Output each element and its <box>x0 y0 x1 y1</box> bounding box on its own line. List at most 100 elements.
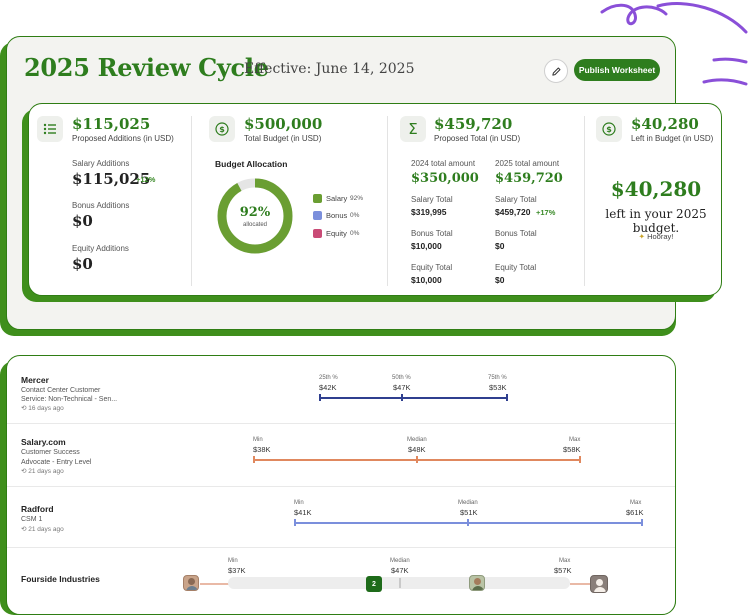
list-icon <box>37 116 63 142</box>
tick-label: Min <box>294 500 304 506</box>
employee-cluster-badge[interactable]: 2 <box>366 576 382 592</box>
history-icon: ⟲ <box>21 525 27 533</box>
tick-value: $47K <box>391 566 409 575</box>
tick-value: $51K <box>460 508 478 517</box>
benchmark-age-text: 21 days ago <box>28 468 64 475</box>
dollar-icon: $ <box>596 116 622 142</box>
proposed-additions-label: Proposed Additions (in USD) <box>72 134 174 143</box>
donut-salary-arc <box>217 178 293 254</box>
employee-avatar[interactable] <box>590 575 608 593</box>
benchmark-name: Fourside Industries <box>21 574 100 584</box>
legend-bonus-pct: 0% <box>350 212 360 219</box>
left-in-budget-message: left in your 2025 budget. <box>605 207 707 235</box>
benchmark-name: Salary.com <box>21 437 66 447</box>
tick-label: Median <box>407 437 427 443</box>
equity-additions-value: $0 <box>72 255 93 273</box>
left-in-budget-value: $40,280 <box>631 115 699 133</box>
total-2025-header: 2025 total amount <box>495 159 560 168</box>
legend-bonus: Bonus <box>326 211 348 220</box>
benchmark-age-text: 16 days ago <box>28 405 64 412</box>
tick-value: $61K <box>626 508 644 517</box>
decorative-squiggle <box>600 2 748 86</box>
range-tick <box>416 456 418 463</box>
pencil-icon <box>551 67 560 76</box>
legend-swatch-equity <box>313 229 322 238</box>
range-tick <box>401 394 403 401</box>
range-bar <box>295 522 642 524</box>
row-divider <box>7 547 675 548</box>
proposed-total-label: Proposed Total (in USD) <box>434 134 521 143</box>
total-2024-value: $350,000 <box>411 171 479 186</box>
tick-label: 25th % <box>319 375 338 381</box>
tick-value: $41K <box>294 508 312 517</box>
tick-label: 50th % <box>392 375 411 381</box>
bonus-total-2025-value: $0 <box>495 241 505 251</box>
benchmark-role-detail: Service: Non-Technical - Sen... <box>21 396 118 403</box>
tick-label: Max <box>569 437 581 443</box>
salary-additions-label: Salary Additions <box>72 159 130 168</box>
divider <box>387 116 388 286</box>
range-tick <box>294 519 296 526</box>
tick-label: 75th % <box>488 375 507 381</box>
tick-value: $38K <box>253 445 271 454</box>
sigma-icon: Σ <box>400 116 426 142</box>
range-tick <box>579 456 581 463</box>
range-tick <box>253 456 255 463</box>
tick-value: $47K <box>393 383 411 392</box>
benchmark-age-text: 21 days ago <box>28 526 64 533</box>
benchmark-age: ⟲ 21 days ago <box>21 467 64 475</box>
history-icon: ⟲ <box>21 404 27 412</box>
bonus-additions-label: Bonus Additions <box>72 201 130 210</box>
employee-avatar[interactable] <box>183 575 199 591</box>
stats-card: $115,025 Proposed Additions (in USD) Sal… <box>28 103 722 296</box>
range-tick <box>467 519 469 526</box>
benchmarks-panel: Mercer Contact Center Customer Service: … <box>6 355 676 615</box>
equity-total-2024-label: Equity Total <box>411 263 453 272</box>
tick-label: Max <box>630 500 642 506</box>
benchmark-role: CSM 1 <box>21 516 43 523</box>
employee-avatar[interactable] <box>469 575 485 591</box>
benchmark-name: Radford <box>21 504 54 514</box>
svg-text:$: $ <box>219 125 225 134</box>
legend-salary: Salary <box>326 194 348 203</box>
row-divider <box>7 423 675 424</box>
legend-swatch-bonus <box>313 211 322 220</box>
tick-value: $37K <box>228 566 246 575</box>
salary-total-2024-label: Salary Total <box>411 195 453 204</box>
left-in-budget-label: Left in Budget (in USD) <box>631 134 714 143</box>
tick-value: $57K <box>554 566 572 575</box>
bonus-additions-value: $0 <box>72 212 93 230</box>
page-title: 2025 Review Cycle <box>24 53 269 82</box>
range-tick <box>641 519 643 526</box>
hooray-text: Hooray! <box>647 232 674 241</box>
tick-value: $42K <box>319 383 337 392</box>
equity-additions-label: Equity Additions <box>72 244 129 253</box>
proposed-total-value: $459,720 <box>434 115 513 133</box>
tick-label: Median <box>390 558 410 564</box>
publish-worksheet-button[interactable]: Publish Worksheet <box>574 59 660 81</box>
effective-date: Effective: June 14, 2025 <box>244 61 415 77</box>
left-in-budget-big: $40,280 <box>610 177 702 201</box>
benchmark-age: ⟲ 21 days ago <box>21 525 64 533</box>
edit-button[interactable] <box>544 59 568 83</box>
tick-value: $48K <box>408 445 426 454</box>
divider <box>584 116 585 286</box>
median-marker <box>399 578 401 588</box>
equity-total-2024-value: $10,000 <box>411 275 442 285</box>
salary-total-2025-label: Salary Total <box>495 195 537 204</box>
divider <box>191 116 192 286</box>
total-2024-header: 2024 total amount <box>411 159 476 168</box>
party-icon: ✦ <box>638 232 645 241</box>
salary-additions-value: $115,025 <box>72 170 151 188</box>
history-icon: ⟲ <box>21 467 27 475</box>
equity-total-2025-label: Equity Total <box>495 263 537 272</box>
benchmark-age: ⟲ 16 days ago <box>21 404 64 412</box>
tick-label: Min <box>253 437 263 443</box>
legend-salary-pct: 92% <box>350 195 364 202</box>
bonus-total-2025-label: Bonus Total <box>495 229 537 238</box>
budget-allocation-donut <box>217 178 293 254</box>
tick-label: Median <box>458 500 478 506</box>
benchmark-name: Mercer <box>21 375 49 385</box>
tick-label: Min <box>228 558 238 564</box>
allocated-pct: 92% <box>239 205 271 220</box>
